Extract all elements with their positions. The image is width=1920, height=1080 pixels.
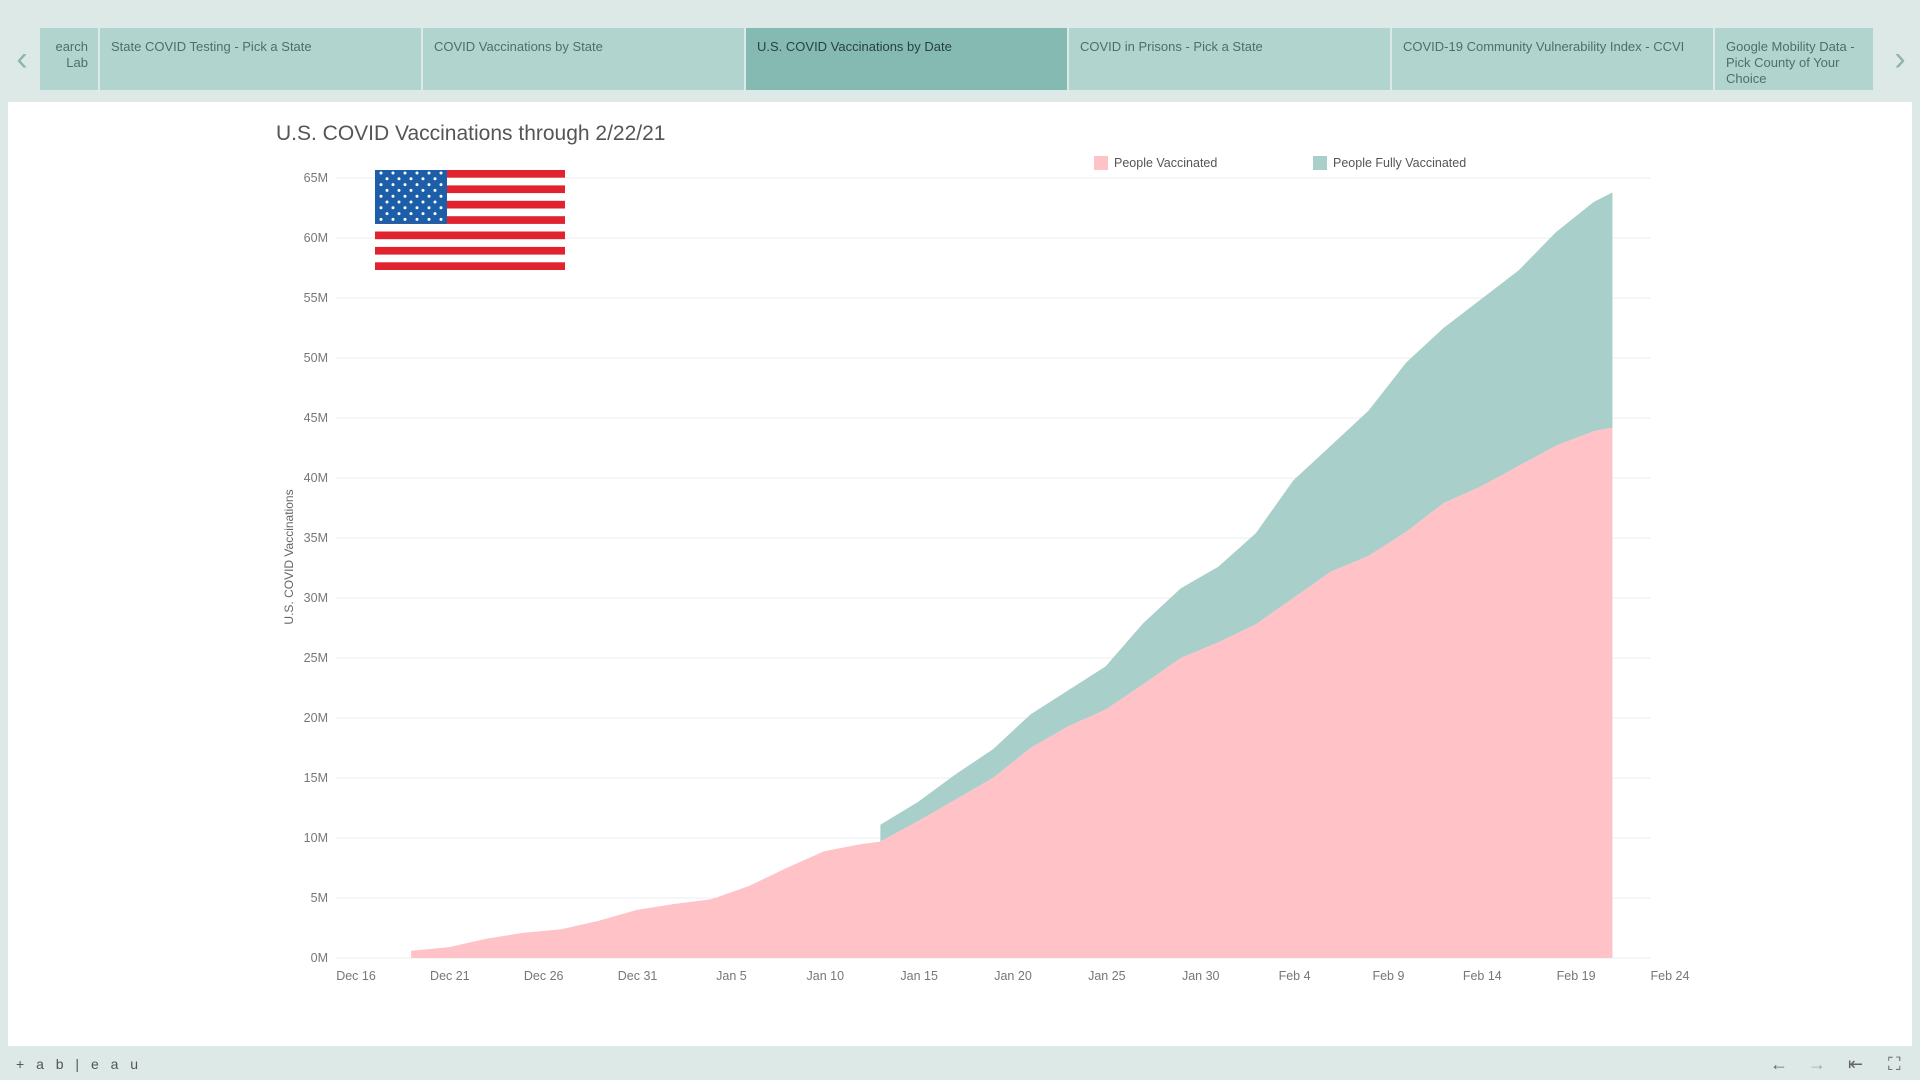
tab-5[interactable]: COVID-19 Community Vulnerability Index -…: [1392, 28, 1713, 90]
x-tick-label: Jan 10: [807, 969, 845, 983]
x-tick-label: Dec 26: [524, 969, 564, 983]
tab-4[interactable]: COVID in Prisons - Pick a State: [1069, 28, 1390, 90]
y-tick-label: 0M: [311, 951, 328, 965]
legend-label: People Vaccinated: [1114, 156, 1218, 170]
y-tick-label: 35M: [304, 531, 328, 545]
y-tick-label: 45M: [304, 411, 328, 425]
y-tick-label: 50M: [304, 351, 328, 365]
tab-strip: earch Lab State COVID Testing - Pick a St…: [40, 28, 1884, 90]
y-tick-label: 25M: [304, 651, 328, 665]
area-people-fully-vaccinated: [880, 192, 1613, 842]
x-tick-label: Feb 14: [1463, 969, 1502, 983]
fullscreen-icon[interactable]: ⛶: [1888, 1054, 1901, 1074]
y-tick-label: 40M: [304, 471, 328, 485]
reset-icon[interactable]: ⇤: [1848, 1054, 1864, 1074]
x-tick-label: Feb 24: [1651, 969, 1690, 983]
chevron-left-icon[interactable]: ‹: [16, 39, 28, 78]
x-tick-label: Jan 30: [1182, 969, 1220, 983]
x-tick-label: Jan 15: [900, 969, 938, 983]
x-tick-label: Dec 16: [336, 969, 376, 983]
legend-swatch: [1313, 156, 1327, 170]
x-tick-label: Feb 4: [1279, 969, 1311, 983]
back-arrow-icon[interactable]: ←: [1770, 1054, 1788, 1074]
area-people-vaccinated: [411, 427, 1613, 959]
y-tick-label: 20M: [304, 711, 328, 725]
y-tick-label: 30M: [304, 591, 328, 605]
tab-6[interactable]: Google Mobility Data - Pick County of Yo…: [1715, 28, 1873, 90]
forward-arrow-icon[interactable]: →: [1808, 1054, 1826, 1074]
tab-3[interactable]: U.S. COVID Vaccinations by Date: [746, 28, 1067, 90]
x-tick-label: Jan 5: [716, 969, 747, 983]
us-flag-image: [375, 170, 565, 270]
y-tick-label: 60M: [304, 231, 328, 245]
x-tick-label: Dec 31: [618, 969, 658, 983]
y-tick-label: 5M: [311, 891, 328, 905]
x-tick-label: Dec 21: [430, 969, 470, 983]
tableau-logo[interactable]: + a b | e a u: [16, 1056, 143, 1072]
y-tick-label: 10M: [304, 831, 328, 845]
x-tick-label: Jan 25: [1088, 969, 1126, 983]
y-tick-label: 15M: [304, 771, 328, 785]
chart-area: 0M 5M 10M 15M 20M 25M 30M 35M 40M 45M 50M 55M 60M 65M…: [282, 171, 1690, 983]
chart-title: U.S. COVID Vaccinations through 2/22/21: [276, 122, 666, 145]
y-tick-label: 55M: [304, 291, 328, 305]
chevron-right-icon[interactable]: ›: [1894, 39, 1906, 78]
tab-bar: ‹ earch Lab State COVID Testing - Pick a …: [0, 0, 1920, 100]
legend-item-people-fully-vaccinated[interactable]: People Fully Vaccinated: [1313, 154, 1466, 172]
footer-bar: + a b | e a u ← → ⇤ ⛶: [0, 1050, 1920, 1080]
x-tick-label: Jan 20: [994, 969, 1032, 983]
legend-swatch: [1094, 156, 1108, 170]
tab-2[interactable]: COVID Vaccinations by State: [423, 28, 744, 90]
tab-1[interactable]: State COVID Testing - Pick a State: [100, 28, 421, 90]
y-tick-label: 65M: [304, 171, 328, 185]
tab-0[interactable]: earch Lab: [40, 28, 98, 90]
legend-label: People Fully Vaccinated: [1333, 156, 1467, 170]
y-axis-label: U.S. COVID Vaccinations: [282, 489, 296, 624]
legend-item-people-vaccinated[interactable]: People Vaccinated: [1094, 154, 1217, 172]
x-tick-label: Feb 19: [1557, 969, 1596, 983]
x-tick-label: Feb 9: [1372, 969, 1404, 983]
